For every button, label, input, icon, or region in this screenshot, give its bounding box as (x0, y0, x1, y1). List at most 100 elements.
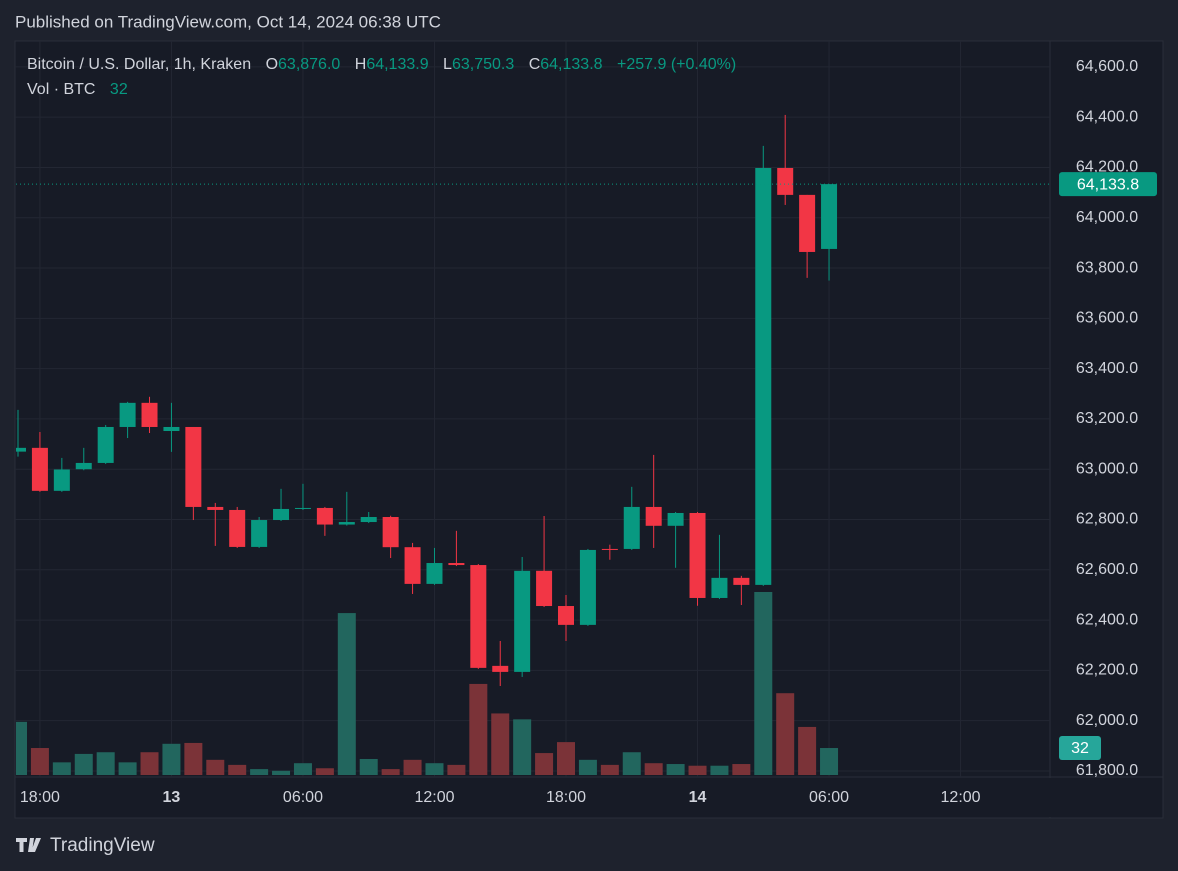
volume-bar (513, 719, 532, 775)
volume-bar (798, 726, 817, 775)
candle-body (514, 570, 531, 672)
candle-body (601, 548, 618, 550)
y-tick-label: 63,600.0 (1076, 310, 1138, 327)
volume-bar (140, 752, 159, 775)
candle-body (645, 506, 662, 526)
y-tick-label: 61,800.0 (1076, 762, 1138, 779)
candle-body (799, 194, 816, 252)
volume-bar (184, 742, 203, 775)
x-tick-label: 06:00 (809, 789, 849, 806)
candle-body (251, 520, 268, 547)
volume-tag-label: 32 (1071, 740, 1089, 757)
candle-body (404, 547, 421, 584)
candle-body (31, 447, 48, 491)
volume-bar (535, 753, 554, 775)
candle-body (623, 506, 640, 549)
y-tick-label: 62,200.0 (1076, 662, 1138, 679)
candle-body (229, 509, 246, 547)
x-tick-label: 18:00 (20, 789, 60, 806)
candle-body (536, 570, 553, 607)
y-tick-label: 62,400.0 (1076, 611, 1138, 628)
candle-body (777, 167, 794, 195)
volume-bar (96, 752, 115, 775)
legend-symbol: Bitcoin / U.S. Dollar, 1h, Kraken (27, 56, 251, 73)
y-tick-label: 62,800.0 (1076, 511, 1138, 528)
time-axis-bg (16, 778, 1162, 817)
y-tick-label: 63,200.0 (1076, 410, 1138, 427)
volume-bar (52, 762, 71, 775)
volume-bar (381, 769, 400, 775)
x-tick-label: 13 (163, 789, 181, 806)
brand-logo: TradingView (16, 835, 155, 856)
candle-body (558, 606, 574, 625)
candle-body (185, 426, 202, 507)
candle-body (470, 565, 487, 668)
y-tick-label: 63,800.0 (1076, 259, 1138, 276)
legend-value: 64,133.9 (366, 56, 428, 73)
candle-body (733, 577, 750, 585)
candle-body (755, 167, 772, 585)
candle-body (711, 577, 728, 598)
legend-value: 63,876.0 (278, 56, 340, 73)
candle-body (294, 507, 311, 509)
volume-bar (315, 768, 334, 775)
candle-body (273, 508, 290, 521)
volume-bar (557, 742, 575, 775)
volume-bar (425, 763, 444, 775)
legend-key: L (443, 56, 452, 73)
volume-bar (206, 759, 225, 775)
volume-bar (293, 763, 312, 775)
candle-body (360, 517, 377, 523)
candle-body (141, 402, 158, 427)
volume-bar (776, 693, 795, 775)
x-tick-label: 12:00 (941, 789, 981, 806)
candle-body (16, 447, 26, 452)
volume-value: 32 (110, 81, 128, 98)
candle-body (97, 426, 114, 463)
x-tick-label: 12:00 (414, 789, 454, 806)
volume-bar (16, 721, 27, 775)
candle-body (492, 665, 509, 672)
volume-key: Vol · BTC (27, 81, 95, 98)
chart-title: Published on TradingView.com, Oct 14, 20… (15, 12, 441, 31)
volume-bar (272, 770, 291, 775)
volume-bar (403, 759, 422, 775)
legend-value: 63,750.3 (452, 56, 514, 73)
candle-body (53, 469, 70, 491)
volume-bar (228, 764, 247, 775)
brand-name: TradingView (50, 835, 155, 856)
volume-bar (337, 613, 356, 775)
volume-bar (469, 683, 488, 775)
volume-bar (30, 748, 49, 775)
volume-bar (666, 764, 685, 775)
candle-body (338, 522, 355, 525)
volume-bar (688, 765, 707, 775)
candle-body (316, 507, 333, 525)
candle-body (163, 426, 180, 432)
legend-key: H (355, 56, 367, 73)
y-tick-label: 62,000.0 (1076, 712, 1138, 729)
legend-change: +257.9 (+0.40%) (617, 56, 736, 73)
plot-area (16, 114, 1050, 775)
candle-body (448, 563, 465, 566)
y-tick-label: 62,600.0 (1076, 561, 1138, 578)
volume-legend: Vol · BTC 32 (27, 81, 128, 98)
volume-bar (622, 752, 641, 775)
volume-bar (600, 764, 619, 775)
volume-bar (820, 748, 839, 775)
candle-body (689, 512, 706, 598)
volume-bar (118, 762, 137, 775)
candle-body (119, 402, 136, 427)
y-tick-label: 64,200.0 (1076, 159, 1138, 176)
x-tick-label: 14 (689, 789, 707, 806)
y-tick-label: 64,000.0 (1076, 209, 1138, 226)
legend-line: Bitcoin / U.S. Dollar, 1h, Kraken O63,87… (27, 56, 736, 73)
axes: 61,800.0 62,000.0 62,200.0 62,400.0 62,600.0… (16, 58, 1162, 817)
candle-body (821, 184, 838, 249)
candle-body (667, 512, 684, 526)
volume-bar (710, 765, 729, 775)
volume-bar (447, 764, 466, 775)
volume-bar (732, 764, 751, 775)
